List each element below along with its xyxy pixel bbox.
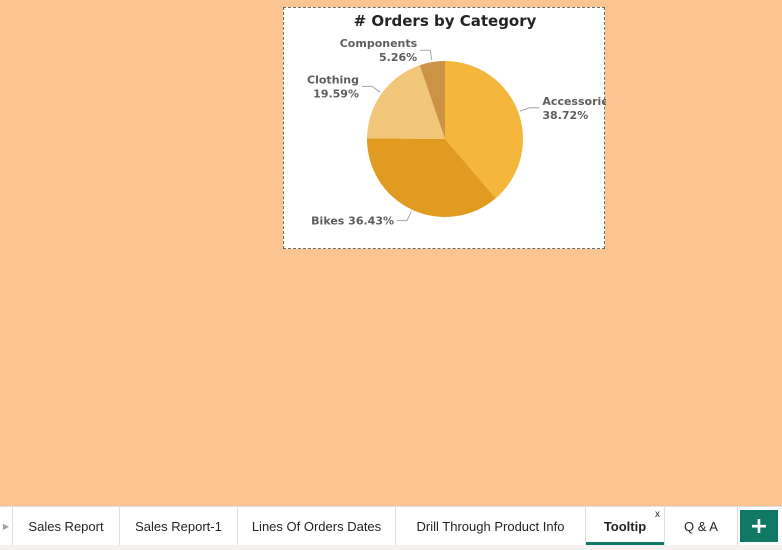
slice-percent-components: 5.26% — [379, 51, 417, 64]
leader-line — [362, 85, 381, 93]
page-tab-bar: ▶ Sales Report Sales Report-1 Lines Of O… — [0, 506, 782, 550]
tab-tooltip[interactable]: Tooltip x — [586, 507, 665, 545]
pie-slice-clothing[interactable] — [367, 65, 445, 139]
pie-chart: # Orders by Category Accessories38.72% Bi… — [307, 12, 606, 228]
tab-label: Tooltip — [603, 518, 647, 534]
tab-lines-of-orders-dates[interactable]: Lines Of Orders Dates — [238, 507, 396, 545]
tab-label: Lines Of Orders Dates — [251, 518, 382, 534]
tab-label: Q & A — [684, 518, 718, 534]
pie-slice-components[interactable] — [419, 61, 445, 139]
tab-sales-report-1[interactable]: Sales Report-1 — [120, 507, 238, 545]
slice-name-clothing: Clothing — [307, 73, 359, 86]
tab-drill-through-product-info[interactable]: Drill Through Product Info — [396, 507, 586, 545]
tab-q-and-a[interactable]: Q & A — [665, 507, 738, 545]
pie-slice-accessories[interactable] — [445, 61, 523, 199]
slice-name-components: Components — [340, 37, 418, 50]
tab-label: Drill Through Product Info — [416, 518, 565, 534]
pie-chart-visual[interactable]: # Orders by Category Accessories38.72% Bi… — [283, 7, 606, 249]
leader-line — [519, 107, 540, 112]
slice-percent-accessories: 38.72% — [542, 109, 588, 122]
tab-sales-report[interactable]: Sales Report — [13, 507, 120, 545]
leader-line — [397, 211, 412, 222]
leader-line — [420, 49, 433, 61]
chart-title: # Orders by Category — [354, 12, 537, 30]
tab-label: Sales Report-1 — [135, 518, 222, 534]
slice-name-accessories: Accessories — [542, 95, 606, 108]
scroll-left-icon[interactable]: ▶ — [0, 507, 13, 545]
add-page-button[interactable]: + — [740, 510, 778, 542]
pie-slice-bikes[interactable] — [367, 138, 496, 218]
slice-percent-clothing: 19.59% — [313, 87, 359, 100]
tab-label: Sales Report — [28, 518, 104, 534]
slice-label-bikes: Bikes 36.43% — [311, 215, 394, 228]
close-tab-icon[interactable]: x — [655, 509, 660, 520]
